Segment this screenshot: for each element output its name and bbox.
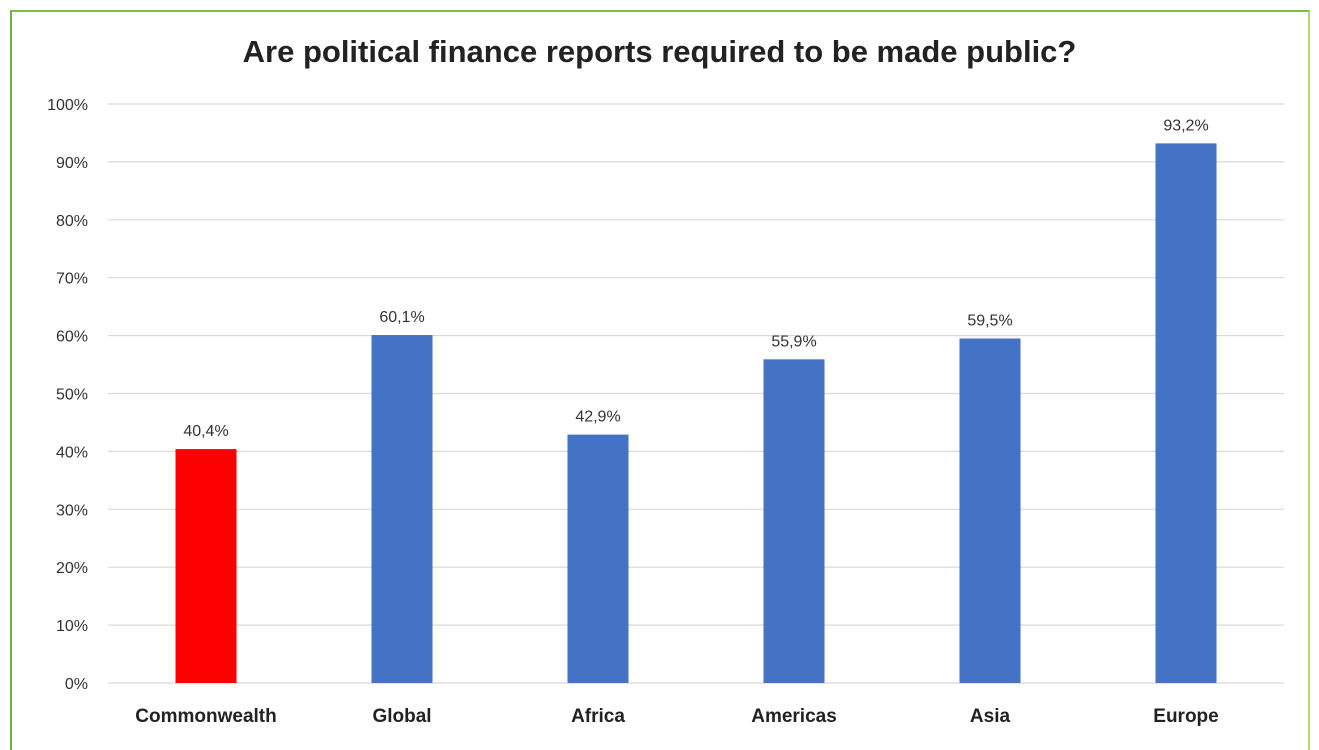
gridlines <box>108 103 1284 684</box>
bar-commonwealth <box>175 449 237 683</box>
x-category-label: Commonwealth <box>135 706 276 727</box>
x-category-label: Europe <box>1153 706 1218 727</box>
data-label: 42,9% <box>575 409 620 426</box>
y-tick-label: 100% <box>47 97 88 114</box>
x-category-label: Americas <box>751 706 837 727</box>
x-category-label: Africa <box>571 706 625 727</box>
data-label: 55,9% <box>771 333 816 350</box>
y-tick-label: 90% <box>56 155 88 172</box>
data-label: 40,4% <box>183 423 228 440</box>
x-category-label: Asia <box>970 706 1011 727</box>
bar-europe <box>1155 143 1217 683</box>
y-axis-ticks: 0% 10% 20% 30% 40% 50% 60% 70% 80% 90% 100% <box>47 97 88 693</box>
y-tick-label: 60% <box>56 329 88 346</box>
data-label: 60,1% <box>379 309 424 326</box>
chart-title: Are political finance reports required t… <box>242 34 1077 69</box>
y-tick-label: 30% <box>56 502 88 519</box>
y-tick-label: 70% <box>56 271 88 288</box>
y-tick-label: 40% <box>56 444 88 461</box>
y-tick-label: 80% <box>56 213 88 230</box>
chart-frame <box>10 10 1310 750</box>
bar-africa <box>567 434 629 683</box>
y-tick-label: 0% <box>65 676 88 693</box>
x-axis-categories: Commonwealth Global Africa Americas Asia Euro… <box>135 706 1218 727</box>
data-labels: 40,4% 60,1% 42,9% 55,9% 59,5% 93,2% <box>183 117 1208 440</box>
y-tick-label: 10% <box>56 618 88 635</box>
bar-asia <box>959 338 1021 683</box>
data-label: 59,5% <box>967 312 1012 329</box>
bar-global <box>371 335 433 683</box>
bars <box>175 143 1217 683</box>
data-label: 93,2% <box>1163 117 1208 134</box>
bar-americas <box>763 359 825 683</box>
y-tick-label: 50% <box>56 387 88 404</box>
x-category-label: Global <box>372 706 431 727</box>
y-tick-label: 20% <box>56 560 88 577</box>
